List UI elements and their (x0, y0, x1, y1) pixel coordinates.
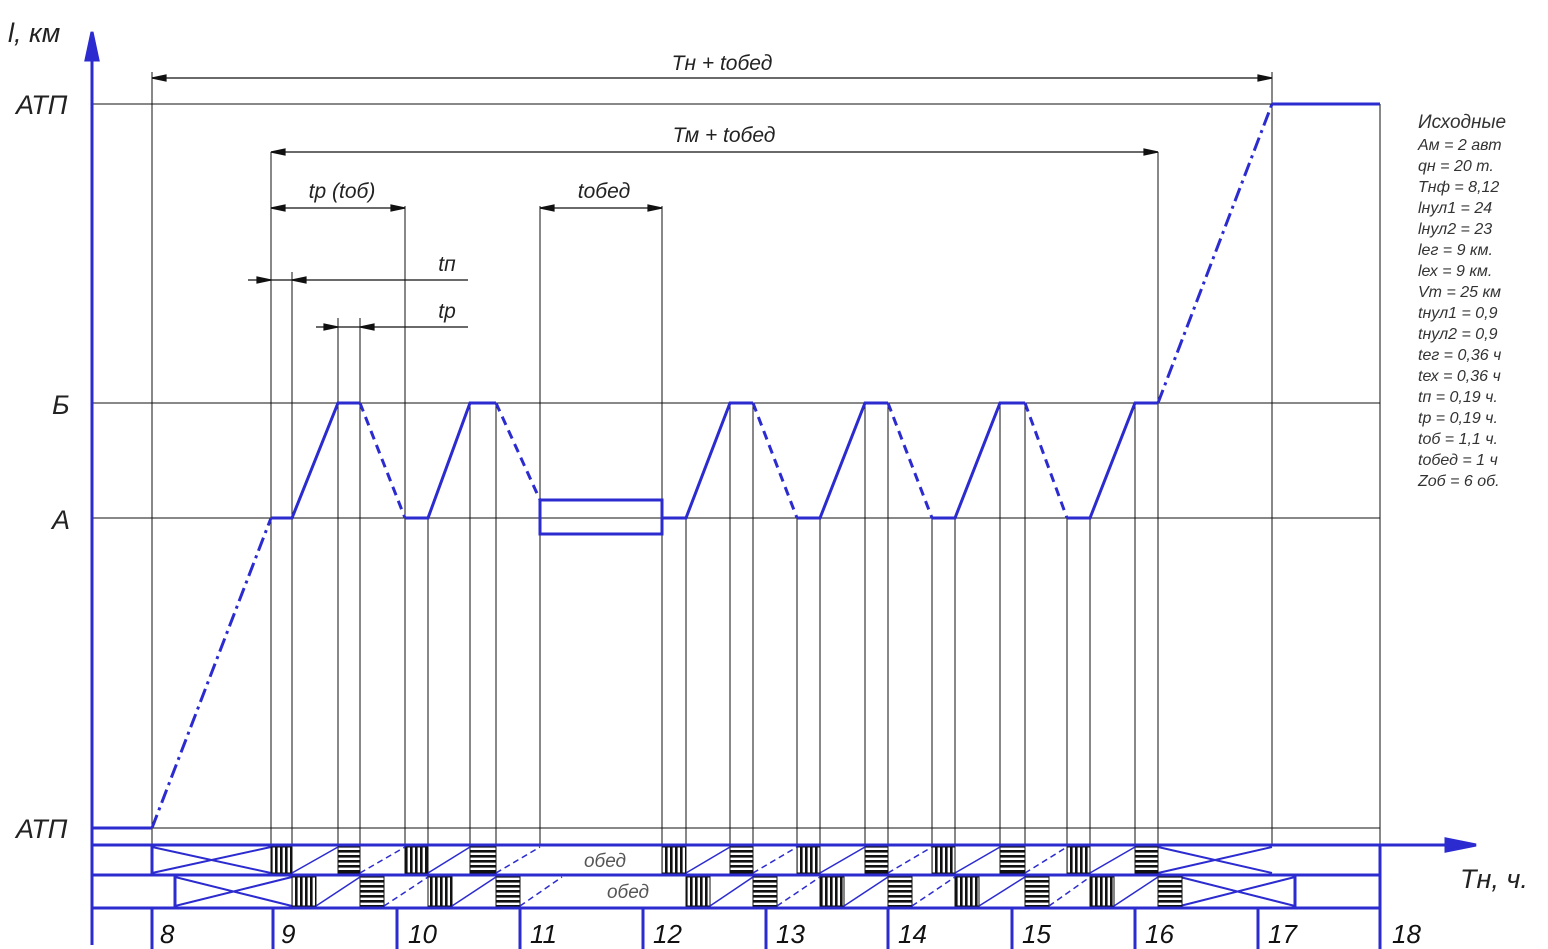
source-data-panel: Исходные Ам = 2 авт qн = 20 т. Тнф = 8,1… (1417, 112, 1506, 490)
hour-label: 13 (776, 919, 805, 949)
dim-trip-label: tр (tоб) (309, 180, 376, 203)
source-line: tобед = 1 ч (1418, 452, 1498, 469)
dim-lunch-label: tобед (578, 180, 630, 203)
dim-loading-label: tп (438, 253, 456, 276)
y-tick-atp-top: АТП (14, 90, 68, 120)
dim-unloading-label: tр (438, 300, 456, 323)
source-line: Vт = 25 км (1418, 284, 1501, 301)
source-line: tр = 0,19 ч. (1418, 410, 1498, 427)
source-line: lнул2 = 23 (1418, 221, 1492, 238)
hour-label: 12 (653, 919, 682, 949)
axes (84, 31, 1477, 945)
x-axis-label: Тн, ч. (1460, 864, 1528, 894)
hour-label: 15 (1022, 919, 1051, 949)
source-data-title: Исходные (1418, 112, 1506, 133)
dimension-lines (151, 74, 1273, 331)
hour-label: 10 (408, 919, 437, 949)
reference-lines (92, 103, 1380, 829)
hour-labels: 8 9 10 11 12 13 14 15 16 17 18 (160, 919, 1421, 949)
source-line: tоб = 1,1 ч. (1418, 431, 1498, 448)
source-line: tег = 0,36 ч (1418, 347, 1501, 364)
source-line: Тнф = 8,12 (1418, 179, 1499, 196)
route-path (92, 102, 1380, 830)
source-line: tп = 0,19 ч. (1418, 389, 1498, 406)
hour-label: 17 (1268, 919, 1298, 949)
y-tick-a: А (50, 505, 70, 535)
hour-label: 8 (160, 919, 175, 949)
y-axis-label: l, км (8, 18, 60, 48)
source-line: lег = 9 км. (1418, 242, 1493, 259)
lunch-label-lane-1: обед (584, 851, 626, 872)
hour-label: 16 (1145, 919, 1174, 949)
source-line: lнул1 = 24 (1418, 200, 1492, 217)
schedule-bars: обед обед (92, 843, 1382, 949)
dim-route-label: Тм + tобед (673, 124, 776, 147)
y-tick-atp-bottom: АТП (14, 814, 68, 844)
source-line: qн = 20 т. (1418, 158, 1494, 175)
source-line: tех = 0,36 ч (1418, 368, 1501, 385)
source-line: lех = 9 км. (1418, 263, 1492, 280)
source-line: tнул1 = 0,9 (1418, 305, 1498, 322)
source-line: Zоб = 6 об. (1417, 473, 1500, 490)
hour-label: 11 (530, 919, 557, 949)
dim-total-label: Тн + tобед (672, 52, 773, 75)
hour-label: 14 (898, 919, 927, 949)
source-line: tнул2 = 0,9 (1418, 326, 1498, 343)
hour-label: 18 (1392, 919, 1421, 949)
source-line: Ам = 2 авт (1417, 137, 1502, 154)
y-tick-b: Б (52, 390, 70, 420)
hour-label: 9 (281, 919, 295, 949)
lunch-label-lane-2: обед (607, 882, 649, 903)
